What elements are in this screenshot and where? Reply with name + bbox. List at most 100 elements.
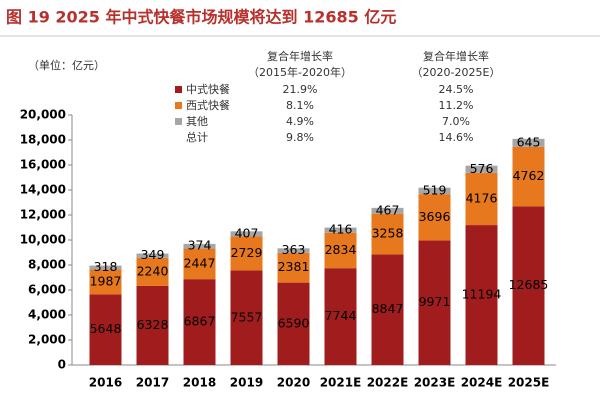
legend-label: 中式快餐 [186,82,230,96]
bar-segment [136,253,169,258]
bar-segment [136,257,169,286]
bar-segment [277,248,310,253]
bar-segment [230,270,263,365]
bar-segment [183,243,216,249]
bar-segment [277,252,310,283]
y-tick-label: 10,000 [20,233,66,247]
data-label: 8847 [372,301,404,316]
table-cell: 7.0% [442,115,470,128]
y-tick-label: 4,000 [28,308,66,322]
data-label: 2381 [278,259,310,274]
data-label: 4762 [513,168,545,183]
bar-segment [230,236,263,271]
data-label: 374 [188,238,212,253]
data-label: 407 [235,225,259,240]
bar-segment [465,165,498,173]
y-tick-label: 6,000 [28,283,66,297]
table-cell: 21.9% [283,83,318,96]
x-tick-label: 2024E [461,376,503,390]
data-label: 467 [376,202,400,217]
data-label: 3258 [372,226,404,241]
table-cell: 14.6% [439,131,474,144]
table-header: 复合年增长率 [423,49,489,63]
data-label: 318 [94,259,118,274]
bar-segment [230,231,263,237]
data-label: 576 [470,161,494,176]
bar-segment [465,172,498,226]
bar-segment [512,138,545,147]
data-label: 4176 [466,190,498,205]
table-cell: 24.5% [439,83,474,96]
data-label: 349 [141,247,165,262]
data-label: 6328 [137,317,169,332]
y-tick-label: 16,000 [20,158,66,172]
bar-segment [89,265,122,270]
data-label: 6590 [278,315,310,330]
bar-segment [512,206,545,365]
legend-marker [175,118,182,125]
x-tick-label: 2025E [508,376,550,390]
table-cell: 9.8% [286,131,314,144]
table-cell: 4.9% [286,115,314,128]
bar-segment [324,268,357,365]
bar-segment [418,187,451,195]
y-tick-label: 8,000 [28,258,66,272]
data-label: 2447 [184,255,216,270]
data-label: 5648 [90,321,122,336]
data-label: 7744 [325,308,357,323]
bar-segment [324,227,357,233]
bar-segment [89,269,122,295]
total-label: 总计 [186,130,208,144]
bar-segment [136,285,169,365]
x-tick-label: 2017 [136,376,169,390]
table-header: 复合年增长率 [267,49,333,63]
legend-marker [175,86,182,93]
x-tick-label: 2022E [367,376,409,390]
y-tick-label: 14,000 [20,183,66,197]
bar-segment [465,225,498,365]
x-tick-label: 2023E [414,376,456,390]
legend-label: 其他 [186,115,208,128]
bar-segment [371,213,404,255]
y-tick-label: 0 [58,358,66,372]
table-cell: 11.2% [439,99,474,112]
data-label: 9971 [419,294,451,309]
bar-segment [277,282,310,365]
bar-segment [371,254,404,365]
bar-segment [512,146,545,207]
data-label: 2729 [231,245,263,260]
table-cell: 8.1% [286,99,314,112]
data-label: 2834 [325,242,357,257]
x-tick-label: 2020 [277,376,310,390]
bar-segment [418,240,451,365]
data-label: 12685 [509,277,549,292]
bar-segment [89,294,122,365]
legend-label: 西式快餐 [186,98,230,112]
bar-segment [183,279,216,365]
y-tick-label: 18,000 [20,133,66,147]
table-header: （2020-2025E） [412,66,501,79]
x-tick-label: 2018 [183,376,216,390]
data-label: 2240 [137,263,169,278]
data-label: 519 [423,182,447,197]
data-label: 645 [517,134,541,149]
data-label: 363 [282,242,306,257]
data-label: 11194 [462,287,502,302]
table-header: （2015年-2020年） [248,65,352,79]
data-label: 416 [329,222,353,237]
legend-marker [175,102,182,109]
x-tick-label: 2021E [320,376,362,390]
data-label: 3696 [419,209,451,224]
unit-label: （单位：亿元） [28,58,105,72]
bar-segment [418,194,451,241]
data-label: 1987 [90,273,122,288]
x-tick-label: 2019 [230,376,263,390]
y-tick-label: 12,000 [20,208,66,222]
bar-segment [183,248,216,280]
data-label: 6867 [184,314,216,329]
data-label: 7557 [231,309,263,324]
y-tick-label: 2,000 [28,333,66,347]
y-tick-label: 20,000 [20,108,66,122]
bar-segment [371,207,404,214]
